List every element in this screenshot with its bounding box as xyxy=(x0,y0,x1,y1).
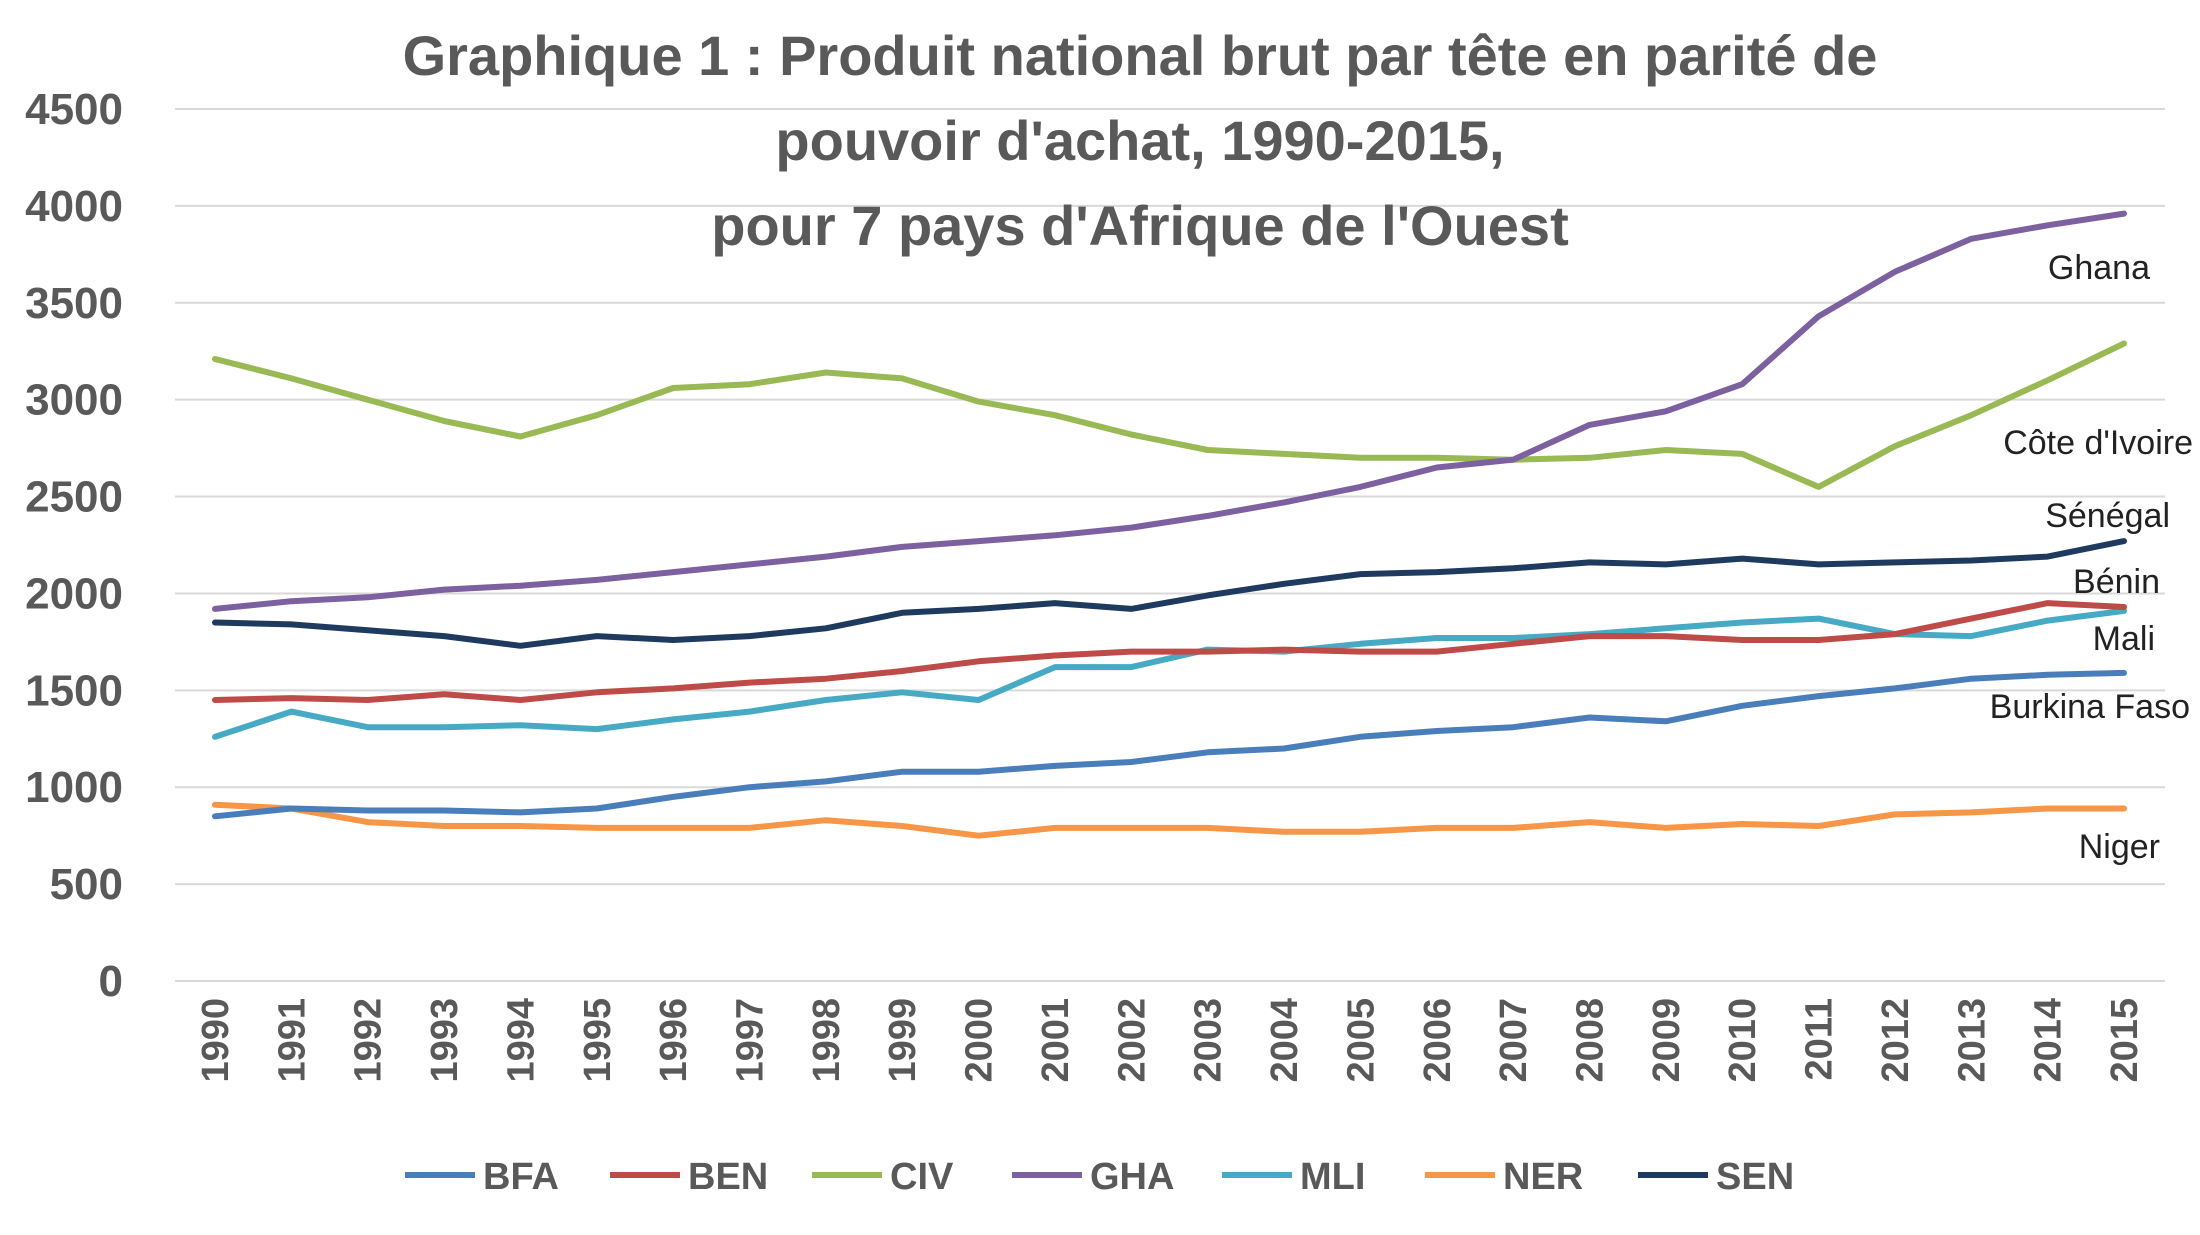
x-tick-label: 2004 xyxy=(1264,998,1306,1083)
series-lines xyxy=(212,210,2127,839)
x-tick-label: 2007 xyxy=(1493,998,1535,1083)
legend-label: CIV xyxy=(890,1156,954,1198)
y-tick-label: 500 xyxy=(50,860,123,909)
x-tick-label: 2005 xyxy=(1340,998,1382,1083)
end-label-civ: Côte d'Ivoire xyxy=(2003,424,2193,462)
x-tick-label: 1994 xyxy=(500,998,542,1083)
legend-label: BFA xyxy=(483,1156,559,1198)
y-tick-label: 4000 xyxy=(25,182,123,231)
y-tick-label: 2500 xyxy=(25,473,123,522)
end-label-sen: Sénégal xyxy=(2045,497,2170,535)
y-axis-ticks: 0 500 1000 1500 2000 2500 3000 3500 4000 4500 xyxy=(25,85,123,1006)
end-label-bfa: Burkina Faso xyxy=(1990,688,2190,726)
x-tick-label: 2008 xyxy=(1569,998,1611,1083)
x-tick-label: 2015 xyxy=(2104,998,2146,1083)
x-tick-label: 1996 xyxy=(653,998,695,1083)
legend-item-civ: CIV xyxy=(812,1156,954,1198)
legend-label: BEN xyxy=(688,1156,768,1198)
series-line-civ xyxy=(212,340,2127,490)
y-tick-label: 0 xyxy=(99,957,123,1006)
legend-item-mli: MLI xyxy=(1222,1156,1365,1198)
x-tick-label: 2012 xyxy=(1875,998,1917,1083)
legend-label: MLI xyxy=(1300,1156,1365,1198)
x-tick-label: 1991 xyxy=(271,998,313,1083)
series-end-labels: Burkina Faso Bénin Côte d'Ivoire Ghana Mali N… xyxy=(1990,249,2193,866)
y-tick-label: 3500 xyxy=(25,279,123,328)
x-tick-label: 2000 xyxy=(959,998,1001,1083)
x-tick-label: 2002 xyxy=(1111,998,1153,1083)
y-tick-label: 1500 xyxy=(25,666,123,715)
x-tick-label: 2006 xyxy=(1417,998,1459,1083)
legend-label: SEN xyxy=(1716,1156,1794,1198)
x-tick-label: 2009 xyxy=(1646,998,1688,1083)
series-line-sen xyxy=(212,538,2127,649)
legend-item-ner: NER xyxy=(1425,1156,1583,1198)
x-tick-label: 1995 xyxy=(577,998,619,1083)
title-line-3: pour 7 pays d'Afrique de l'Ouest xyxy=(711,194,1568,257)
end-label-gha: Ghana xyxy=(2048,249,2150,287)
end-label-ner: Niger xyxy=(2079,828,2160,866)
legend-label: NER xyxy=(1503,1156,1583,1198)
legend-item-gha: GHA xyxy=(1012,1156,1174,1198)
x-tick-label: 2014 xyxy=(2028,998,2070,1083)
legend-label: GHA xyxy=(1090,1156,1174,1198)
series-line-mli xyxy=(212,607,2127,740)
end-label-ben: Bénin xyxy=(2073,563,2160,601)
x-tick-label: 1999 xyxy=(882,998,924,1083)
x-tick-label: 2010 xyxy=(1722,998,1764,1083)
x-tick-label: 1993 xyxy=(424,998,466,1083)
x-axis-ticks: 1990 1991 1992 1993 1994 1995 1996 1997 1998 1999… xyxy=(195,998,2146,1083)
y-tick-label: 1000 xyxy=(25,763,123,812)
chart-title: Graphique 1 : Produit national brut par … xyxy=(403,24,1878,257)
series-line-gha xyxy=(212,210,2127,612)
title-line-2: pouvoir d'achat, 1990-2015, xyxy=(775,109,1504,172)
x-tick-label: 2013 xyxy=(1951,998,1993,1083)
legend-item-ben: BEN xyxy=(610,1156,768,1198)
gridlines xyxy=(175,108,2165,982)
x-tick-label: 1990 xyxy=(195,998,237,1083)
y-tick-label: 2000 xyxy=(25,569,123,618)
legend: BFA BEN CIV GHA MLI NER SEN xyxy=(405,1156,1794,1198)
x-tick-label: 1997 xyxy=(730,998,772,1083)
y-tick-label: 3000 xyxy=(25,376,123,425)
series-line-ben xyxy=(212,600,2127,703)
y-tick-label: 4500 xyxy=(25,85,123,134)
series-line-ner xyxy=(212,801,2127,839)
x-tick-label: 2011 xyxy=(1799,998,1841,1080)
end-label-mli: Mali xyxy=(2093,620,2155,658)
x-tick-label: 1992 xyxy=(348,998,390,1083)
x-tick-label: 2001 xyxy=(1035,998,1077,1083)
legend-item-sen: SEN xyxy=(1638,1156,1794,1198)
series-line-bfa xyxy=(212,669,2127,820)
x-tick-label: 2003 xyxy=(1188,998,1230,1083)
x-tick-label: 1998 xyxy=(806,998,848,1083)
title-line-1: Graphique 1 : Produit national brut par … xyxy=(403,24,1878,87)
legend-item-bfa: BFA xyxy=(405,1156,559,1198)
